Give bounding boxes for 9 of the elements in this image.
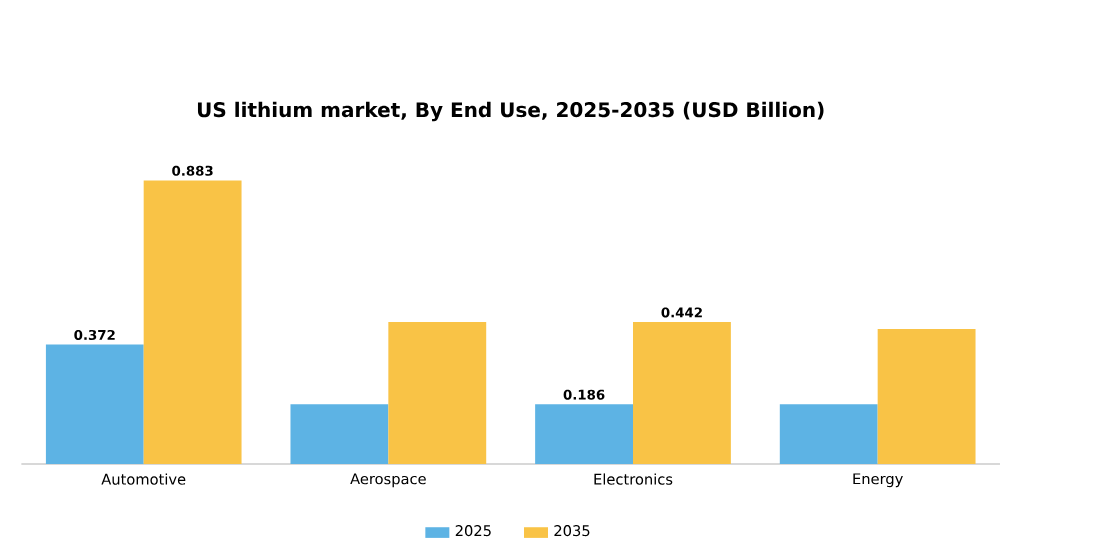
bar (388, 322, 487, 464)
bar (779, 404, 878, 464)
chart-title: US lithium market, By End Use, 2025-2035 (USD Billion) (197, 101, 824, 122)
bar (290, 404, 389, 464)
bar (877, 329, 976, 464)
bar (143, 180, 242, 464)
bar (45, 344, 144, 464)
bar (535, 404, 633, 464)
bar (633, 322, 731, 464)
